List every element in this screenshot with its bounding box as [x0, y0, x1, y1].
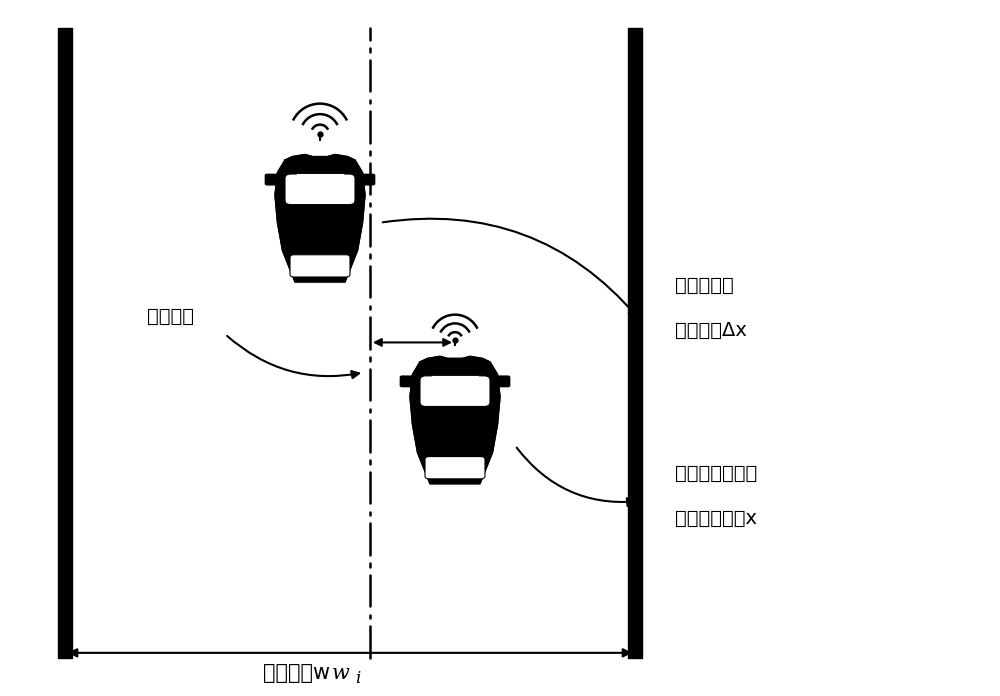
FancyBboxPatch shape: [361, 174, 375, 185]
FancyArrowPatch shape: [517, 448, 635, 506]
Text: 摆动幅度Δx: 摆动幅度Δx: [675, 321, 747, 340]
Polygon shape: [410, 356, 500, 484]
FancyBboxPatch shape: [400, 376, 414, 387]
FancyBboxPatch shape: [290, 255, 350, 277]
FancyBboxPatch shape: [425, 457, 485, 479]
Text: 车道中线: 车道中线: [146, 307, 194, 326]
Text: i: i: [355, 670, 360, 687]
Polygon shape: [275, 155, 365, 282]
FancyArrowPatch shape: [383, 219, 637, 316]
Text: 车辆的横向: 车辆的横向: [675, 276, 734, 295]
Text: 车道线的距离x: 车道线的距离x: [675, 509, 757, 528]
Text: 车辆中线与右侧: 车辆中线与右侧: [675, 464, 757, 483]
FancyBboxPatch shape: [265, 174, 279, 185]
Text: w: w: [332, 665, 350, 683]
FancyBboxPatch shape: [285, 174, 355, 205]
Text: 车道宽度w: 车道宽度w: [263, 663, 330, 683]
FancyBboxPatch shape: [420, 376, 490, 406]
FancyBboxPatch shape: [496, 376, 510, 387]
FancyArrowPatch shape: [227, 336, 359, 378]
